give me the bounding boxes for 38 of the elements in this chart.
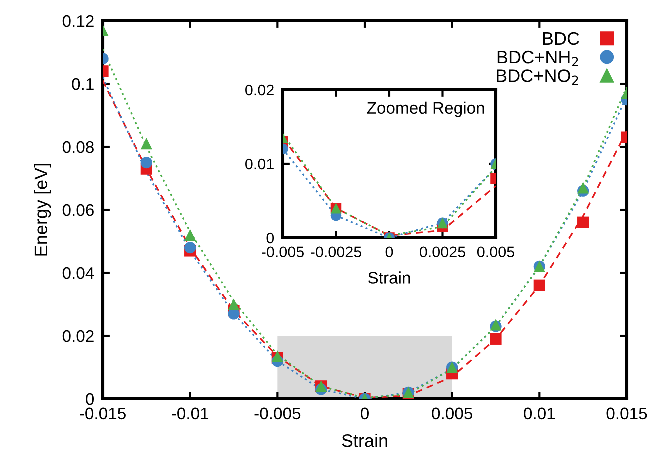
- y-tick-label: 0.08: [62, 141, 94, 154]
- x-tick-label: -0.0025: [311, 246, 362, 258]
- legend-label: BDC: [543, 32, 580, 46]
- point: [140, 138, 152, 150]
- x-axis-title: Strain: [368, 272, 410, 284]
- y-tick-label: 0.02: [62, 330, 94, 342]
- y-tick-label: 0: [266, 232, 274, 244]
- point: [578, 216, 590, 228]
- x-tick-label: 0.005: [432, 408, 472, 420]
- y-tick-label: 0.04: [62, 267, 94, 280]
- point: [184, 229, 196, 242]
- x-tick-label: -0.015: [80, 408, 126, 420]
- legend-label: BDC+NH$_{2}$: [498, 50, 578, 67]
- point: [184, 242, 196, 254]
- annotation: Zoomed Region: [367, 102, 484, 118]
- x-tick-label: 0.0025: [420, 246, 466, 258]
- y-tick-label: 0.01: [246, 158, 274, 170]
- legend-label: BDC+NO$_{2}$: [497, 70, 578, 86]
- x-axis-title: Strain: [342, 434, 388, 448]
- x-tick-label: 0.015: [606, 408, 648, 420]
- point: [490, 333, 502, 345]
- x-tick-label: 0.005: [477, 246, 514, 258]
- x-tick-label: 0: [361, 408, 369, 420]
- point: [228, 298, 240, 310]
- y-tick-label: 0.12: [62, 15, 94, 28]
- point: [578, 182, 590, 194]
- y-tick-label: 0.06: [62, 204, 94, 216]
- point: [534, 280, 546, 292]
- x-tick-label: -0.01: [172, 408, 209, 420]
- y-axis-title: Energy [eV]: [34, 164, 52, 256]
- y-tick-label: 0.1: [72, 78, 94, 90]
- y-tick-label: 0: [86, 393, 94, 406]
- x-tick-label: -0.005: [262, 246, 304, 258]
- y-tick-label: 0.02: [246, 84, 274, 96]
- x-tick-label: 0: [386, 246, 394, 258]
- x-tick-label: -0.005: [254, 408, 301, 420]
- x-tick-label: 0.01: [524, 408, 556, 420]
- point: [140, 156, 152, 169]
